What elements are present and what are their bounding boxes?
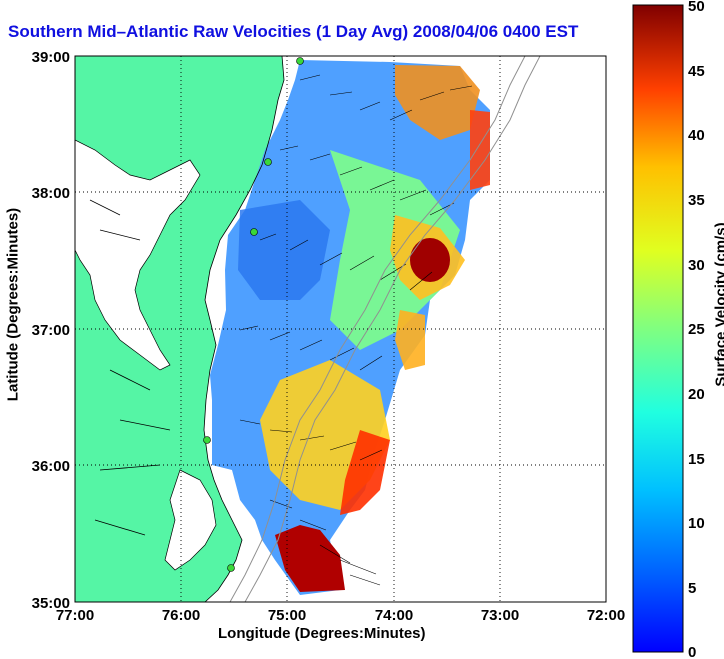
y-tick-label: 35:00: [32, 595, 70, 612]
colorbar-tick-label: 30: [688, 257, 705, 274]
map-title: Southern Mid–Atlantic Raw Velocities (1 …: [8, 22, 579, 41]
colorbar-tick-label: 35: [688, 192, 705, 209]
cape-hatteras-zone: [275, 525, 345, 592]
northeast-jet-zone: [395, 65, 480, 140]
radar-site-marker: [250, 228, 258, 236]
coastline-path: [203, 56, 285, 602]
x-tick-label: 77:00: [56, 607, 94, 624]
coastline: [89, 56, 285, 602]
mid-shelf-zone: [395, 310, 425, 370]
radar-site-marker: [203, 436, 211, 444]
hf-radar-sites: [203, 57, 304, 572]
slow-current-zone: [238, 200, 330, 300]
jet-maximum-zone: [410, 238, 450, 282]
y-tick-label: 38:00: [32, 185, 70, 202]
arrow-row: [299, 74, 473, 121]
radar-site-marker: [296, 57, 304, 65]
x-tick-label: 74:00: [375, 607, 413, 624]
colorbar-tick-label: 40: [688, 127, 705, 144]
y-tick-label: 37:00: [32, 322, 70, 339]
arrow-row: [239, 419, 383, 461]
x-tick-label: 75:00: [268, 607, 306, 624]
colorbar-tick-label: 10: [688, 515, 705, 532]
x-tick-label: 73:00: [481, 607, 519, 624]
radar-site-marker: [227, 564, 235, 572]
inland-rivers: [89, 199, 171, 536]
colorbar-tick-label: 15: [688, 451, 705, 468]
y-tick-label: 39:00: [32, 49, 70, 66]
southern-edge-zone: [340, 430, 390, 515]
x-tick-label: 72:00: [587, 607, 625, 624]
shelf-break-contour: [229, 56, 526, 602]
title-overlap: [600, 20, 630, 42]
colorbar-label: Surface Velocity (cm/s): [712, 222, 724, 387]
pamlico-sound: [164, 469, 217, 571]
colorbar-tick-label: 45: [688, 63, 705, 80]
arrow-row: [259, 233, 433, 291]
colorbar: [632, 4, 684, 653]
radar-site-marker: [264, 158, 272, 166]
x-tick-label: 76:00: [162, 607, 200, 624]
y-ticks: 39:00 38:00 37:00 36:00 35:00: [32, 49, 70, 612]
colorbar-tick-label: 0: [688, 644, 696, 659]
bathymetry-contours: [229, 56, 541, 602]
velocity-arrows: [239, 74, 473, 586]
y-tick-label: 36:00: [32, 458, 70, 475]
colorbar-tick-label: 5: [688, 580, 696, 597]
x-ticks: 77:00 76:00 75:00 74:00 73:00 72:00: [56, 607, 625, 624]
eastern-edge-zone: [470, 110, 490, 190]
chesapeake-bay: [75, 139, 201, 371]
colorbar-tick-label: 20: [688, 386, 705, 403]
deep-contour: [244, 56, 541, 602]
x-axis-label: Longitude (Degrees:Minutes): [218, 625, 426, 642]
arrow-row: [239, 325, 383, 371]
plot-frame: [74, 55, 607, 603]
colorbar-tick-label: 25: [688, 321, 705, 338]
colorbar-ticks: 50 45 40 35 30 25 20 15 10 5 0: [688, 0, 705, 659]
arrow-row: [279, 145, 455, 216]
arrow-row: [269, 499, 381, 586]
y-axis-label: Latitude (Degrees:Minutes): [4, 207, 22, 402]
grid-lines: [75, 56, 606, 602]
colorbar-tick-label: 50: [688, 0, 705, 15]
